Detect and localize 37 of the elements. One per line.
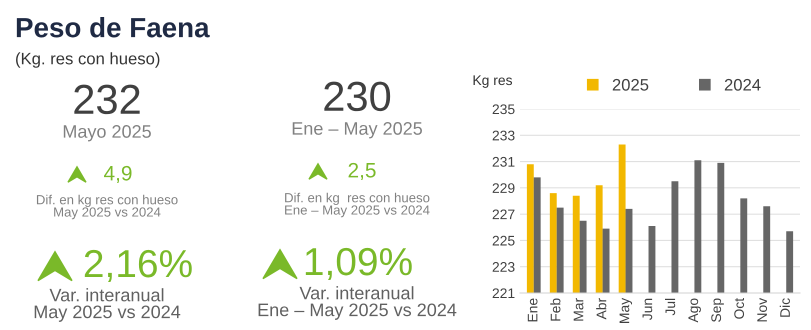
text: (Kg. res con hueso) bbox=[16, 52, 160, 68]
x-tick-label: May bbox=[620, 298, 632, 323]
text: 232 bbox=[74, 84, 140, 114]
x-tick-label: Mar bbox=[574, 298, 584, 321]
text: Var. interanual Ene – May 2025 vs 2024 bbox=[258, 286, 456, 320]
text: Peso de Faena bbox=[16, 17, 210, 38]
y-tick-label: 227 bbox=[492, 209, 514, 220]
x-tick-label: Jun bbox=[642, 298, 652, 320]
y-axis-title: Kg res bbox=[474, 75, 512, 88]
text: Ene – May 2025 bbox=[292, 122, 422, 138]
y-tick-label: 231 bbox=[492, 156, 514, 167]
text: 2,5 bbox=[348, 162, 376, 180]
text: Mayo 2025 bbox=[64, 125, 151, 142]
legend-label: 2024 bbox=[724, 78, 761, 91]
y-tick-label: 223 bbox=[492, 262, 515, 272]
y-tick-label: 233 bbox=[492, 130, 515, 140]
y-tick-label: 225 bbox=[492, 236, 515, 246]
legend-label: 2025 bbox=[612, 78, 648, 91]
x-tick-label: Nov bbox=[757, 298, 768, 322]
x-tick-label: Jul bbox=[665, 298, 676, 316]
text: 4,9 bbox=[104, 166, 132, 184]
y-tick-label: 235 bbox=[492, 104, 515, 114]
x-tick-label: Ene bbox=[528, 298, 538, 322]
x-tick-label: Oct bbox=[734, 298, 744, 319]
x-tick-label: Abr bbox=[596, 298, 606, 320]
x-tick-label: Ago bbox=[688, 298, 701, 323]
text: 230 bbox=[324, 82, 390, 112]
x-tick-label: Sep bbox=[711, 298, 724, 322]
x-tick-label: Dic bbox=[780, 298, 790, 317]
text: Var. interanual May 2025 vs 2024 bbox=[34, 288, 180, 322]
y-tick-label: 221 bbox=[492, 288, 514, 298]
text: Dif. en kg res con hueso Ene – May 2025 vs 2024 bbox=[285, 192, 430, 218]
text: 1,09% bbox=[306, 248, 412, 280]
x-tick-label: Feb bbox=[550, 298, 560, 321]
text: 2,16% bbox=[84, 250, 192, 282]
y-tick-label: 229 bbox=[492, 183, 514, 194]
text: Dif. en kg res con hueso May 2025 vs 2024 bbox=[36, 194, 178, 220]
